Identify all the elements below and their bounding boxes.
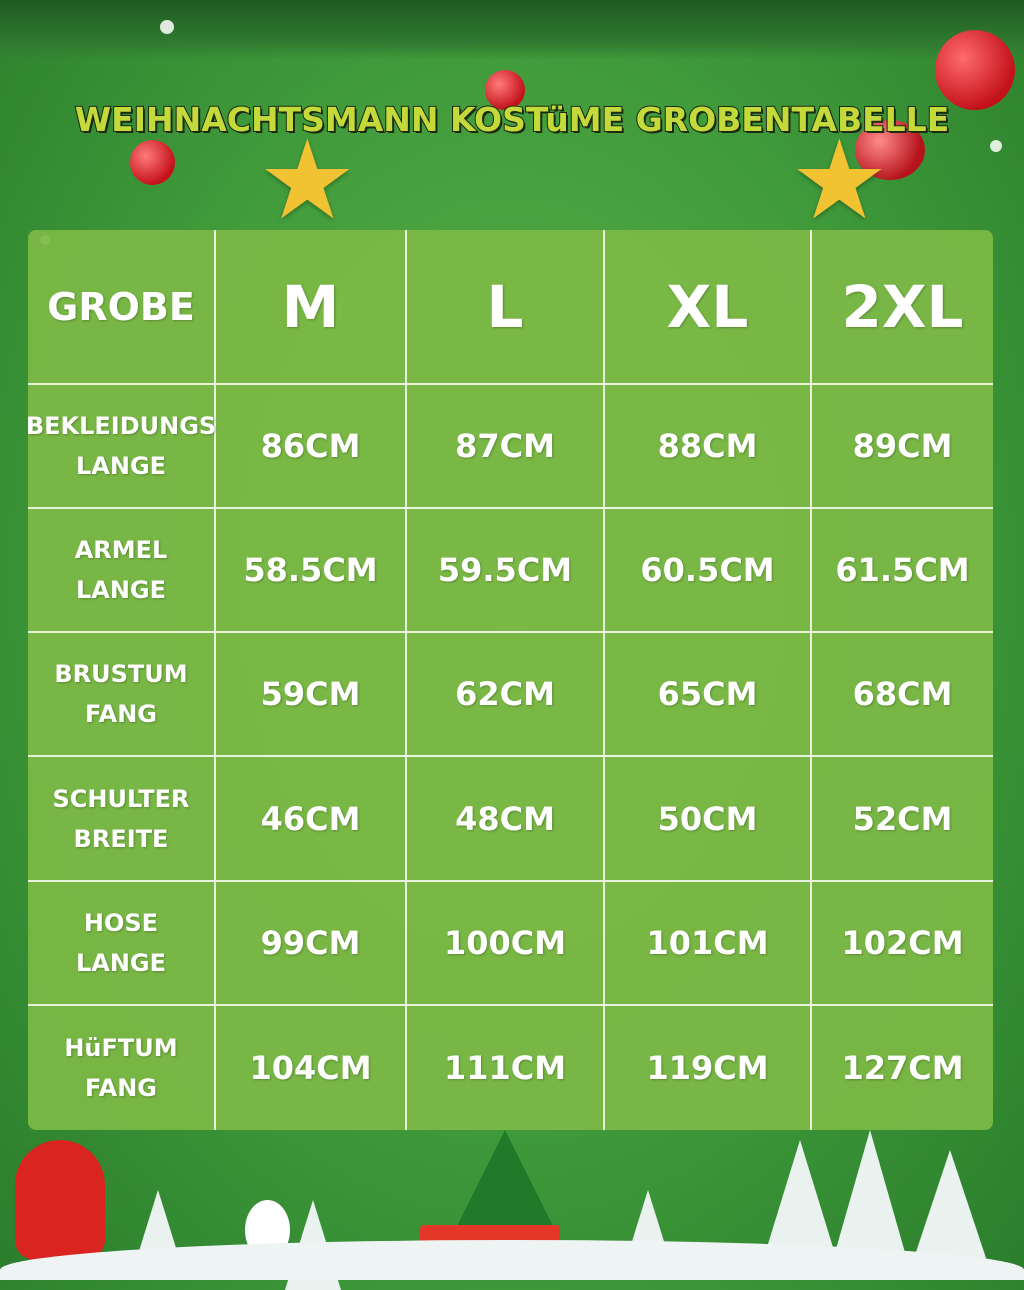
- ornament-red: [935, 30, 1015, 110]
- table-cell: 127CM: [841, 1048, 964, 1087]
- table-cell: 101CM: [605, 881, 812, 1006]
- star-icon: ★: [790, 116, 889, 244]
- table-cell: 61.5CM: [812, 509, 993, 634]
- row-label: BRUSTUM FANG: [28, 633, 216, 758]
- ornament-red: [485, 70, 525, 110]
- size-table: GROBE M L XL 2XL BEKLEIDUNGS LANGE 86CM 87CM 88C…: [28, 230, 993, 1130]
- table-cell: 52CM: [812, 757, 993, 882]
- table-cell: 119CM: [605, 1005, 812, 1130]
- table-cell: 59CM: [216, 633, 407, 758]
- column-header-xl: XL: [605, 230, 812, 385]
- table-cell: 99CM: [216, 881, 407, 1006]
- table-cell: 65CM: [605, 633, 812, 758]
- table-cell: 62CM: [407, 633, 605, 758]
- row-label: HOSE LANGE: [28, 881, 216, 1006]
- table-cell: 100CM: [407, 881, 605, 1006]
- table-cell: 87CM: [407, 385, 605, 510]
- table-cell: 58.5CM: [216, 509, 407, 634]
- row-label: HüFTUM FANG: [28, 1005, 216, 1130]
- column-header-l: L: [407, 230, 605, 385]
- table-cell: 48CM: [407, 757, 605, 882]
- winter-scene-decoration: [0, 1130, 1024, 1290]
- table-cell: 60.5CM: [605, 509, 812, 634]
- table-cell: 68CM: [812, 633, 993, 758]
- snowflake: [160, 20, 174, 34]
- table-cell: 104CM: [216, 1005, 407, 1130]
- star-icon: ★: [258, 116, 357, 244]
- snowflake: [990, 140, 1002, 152]
- table-cell: 89CM: [812, 385, 993, 510]
- table-cell: 111CM: [407, 1005, 605, 1130]
- table-cell: 86CM: [216, 385, 407, 510]
- santa-figure: [15, 1140, 105, 1260]
- christmas-tree: [450, 1130, 560, 1240]
- ornament-red: [130, 140, 175, 185]
- ornament-red: [855, 120, 925, 180]
- row-label: SCHULTER BREITE: [28, 757, 216, 882]
- row-label: ARMEL LANGE: [28, 509, 216, 634]
- table-cell: 88CM: [605, 385, 812, 510]
- row-label: BEKLEIDUNGS LANGE: [28, 385, 216, 510]
- column-header-m: M: [216, 230, 407, 385]
- chart-title: WEIHNACHTSMANN KOSTüME GROBENTABELLE: [74, 99, 951, 140]
- table-cell: 102CM: [812, 882, 993, 1006]
- table-cell: 46CM: [216, 757, 407, 882]
- garland-decoration: [0, 0, 1024, 60]
- column-header-2xl: 2XL: [812, 230, 993, 385]
- table-cell: 59.5CM: [407, 509, 605, 634]
- table-cell: 50CM: [605, 757, 812, 882]
- column-header-size: GROBE: [28, 230, 216, 385]
